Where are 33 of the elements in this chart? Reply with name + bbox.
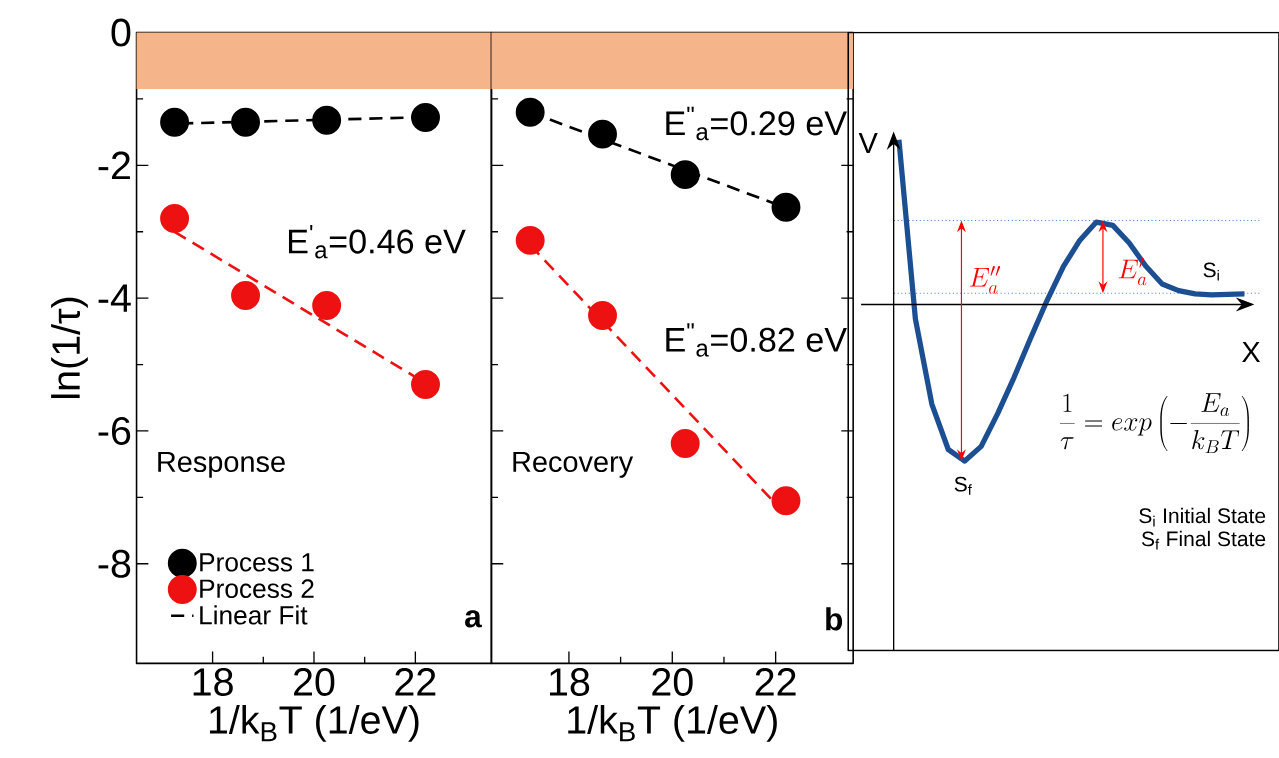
annotation: b: [826, 607, 843, 631]
annotation: E$^{"}$$_{a}$=0.29 eV: [666, 106, 847, 141]
legend-label: Process 1: [200, 553, 314, 572]
x-axis-title: 1/k$_{B}$T (1/eV): [568, 704, 777, 742]
x-tick-label: 22: [395, 668, 436, 696]
text: S$_{f}$: [954, 476, 972, 495]
text: S$_{f}$ Final State: [1141, 530, 1266, 550]
x-tick-label: 20: [652, 668, 693, 696]
y-axis-title: V: [858, 133, 878, 153]
annotation: S$_{i}$: [1203, 262, 1219, 281]
y-axis-title: ln(1/τ): [51, 297, 88, 398]
y-tick-label: 0: [111, 18, 131, 47]
y-tick-label: -2: [98, 151, 130, 180]
x-tick-label: 18: [193, 668, 233, 696]
x-tick-label: 18: [550, 668, 590, 696]
y-tick-label: -4: [98, 284, 131, 312]
legend-label: Process 2: [200, 579, 314, 598]
text: S$_{i}$ Initial State: [1139, 507, 1266, 527]
annotation: $E_a'$: [1118, 257, 1147, 286]
annotation: $E_a''$: [969, 266, 1001, 294]
annotation: E$^{"}$$_{a}$=0.82 eV: [666, 323, 847, 357]
y-tick-label: -8: [98, 549, 131, 578]
x-axis-title: X: [1242, 342, 1261, 362]
annotation: Recovery: [513, 451, 634, 478]
x-tick-label: 22: [755, 668, 796, 696]
y-tick-label: -6: [98, 417, 131, 445]
annotation: E$^{'}$$_{a}$=0.46 eV: [288, 224, 466, 259]
annotation: Response: [158, 451, 285, 478]
annotation: a: [465, 610, 482, 628]
legend-label: Linear Fit: [200, 605, 308, 625]
x-axis-title: 1/k$_{B}$T (1/eV): [209, 704, 419, 742]
x-tick-label: 20: [294, 668, 335, 696]
annotation: $\frac{1}{\tau}=exp\left(-\frac{E_a}{k_BT}\right)$: [1060, 393, 1249, 454]
